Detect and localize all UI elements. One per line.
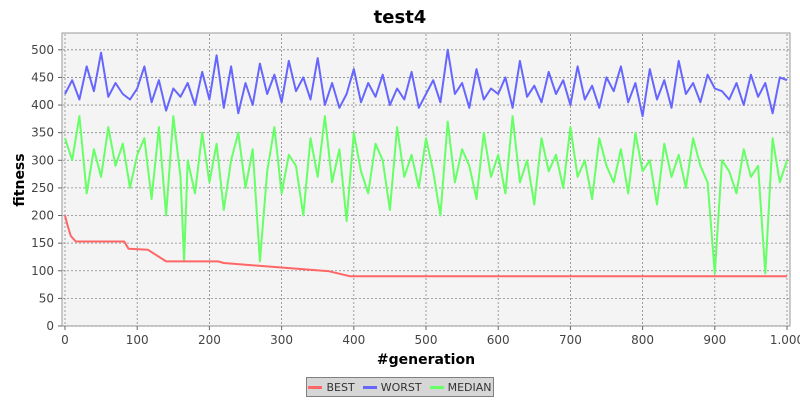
y-tick-label: 400 [31,98,54,112]
y-tick-label: 0 [46,319,54,333]
x-tick-label: 1.000 [770,333,800,347]
legend-swatch [308,385,323,389]
x-tick-label: 400 [342,333,365,347]
legend-label: BEST [326,380,355,394]
x-tick-label: 900 [703,333,726,347]
y-tick-label: 300 [31,153,54,167]
chart-title: test4 [374,7,427,28]
x-tick-label: 800 [631,333,654,347]
axes: 0 100 200 300 400 500 600 700 800 900 1.000 0 50 100 1… [31,43,800,347]
y-axis-label: fitness [12,153,28,206]
series-line-worst [64,48,788,118]
legend-label: WORST [380,380,422,394]
y-tick-label: 450 [31,70,54,84]
legend-swatch [362,385,377,389]
y-tick-label: 250 [31,181,54,195]
x-tick-label: 500 [415,333,438,347]
x-tick-label: 200 [198,333,221,347]
legend-swatch [429,385,444,389]
legend-item-worst: WORST [362,380,422,394]
series-line-best [64,215,787,278]
series-layer [64,48,788,278]
legend: BEST WORST MEDIAN [306,377,494,397]
x-tick-label: 700 [559,333,582,347]
y-tick-label: 350 [31,126,54,140]
y-tick-label: 50 [39,291,54,305]
x-tick-label: 100 [126,333,149,347]
x-axis-label: #generation [377,352,475,368]
series-line-median [64,115,788,275]
x-tick-label: 0 [61,333,69,347]
y-tick-label: 100 [31,264,54,278]
y-tick-label: 500 [31,43,54,57]
y-tick-label: 200 [31,209,54,223]
x-tick-label: 300 [270,333,293,347]
legend-label: MEDIAN [447,380,492,394]
x-tick-label: 600 [487,333,510,347]
legend-item-median: MEDIAN [429,380,492,394]
legend-item-best: BEST [308,380,355,394]
y-tick-label: 150 [31,236,54,250]
